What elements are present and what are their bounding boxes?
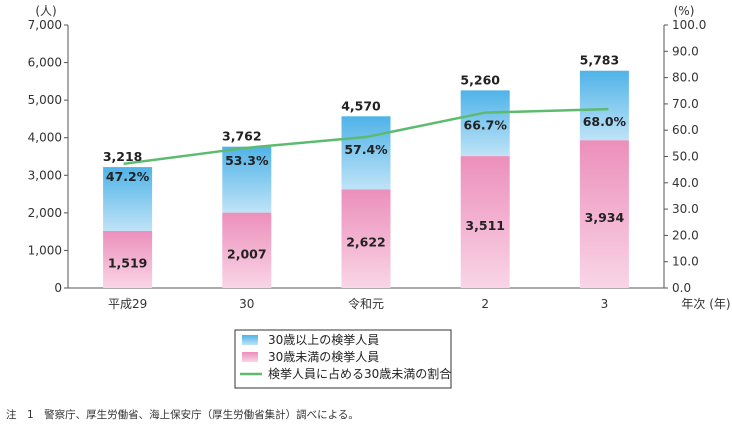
ratio-line <box>123 107 609 166</box>
under30-value-label: 3,511 <box>465 218 505 233</box>
ratio-value-label: 53.3% <box>225 153 269 168</box>
x-tick-label: 令和元 <box>348 296 384 311</box>
legend-label: 30歳以上の検挙人員 <box>268 333 379 347</box>
bar-series <box>103 70 629 288</box>
left-tick-label: 1,000 <box>28 243 62 257</box>
data-labels: 1,519 3,218 47.2% 2,007 3,762 53.3% 2,622 4,570… <box>103 53 627 271</box>
left-tick-label: 5,000 <box>28 93 62 107</box>
x-tick-label: 2 <box>481 297 489 311</box>
source-note: 注 1 警察庁、厚生労働省、海上保安庁（厚生労働省集計）調べによる。 <box>6 409 359 421</box>
right-tick-label: 50.0 <box>672 150 699 164</box>
total-value-label: 4,570 <box>341 98 381 113</box>
bar-under30 <box>341 189 391 288</box>
ratio-value-label: 68.0% <box>583 114 627 129</box>
ratio-value-label: 47.2% <box>106 169 150 184</box>
total-value-label: 3,762 <box>222 129 262 144</box>
right-axis-unit: (%) <box>674 4 695 18</box>
legend-label: 検挙人員に占める30歳未満の割合 <box>268 366 451 381</box>
bar-under30 <box>460 156 510 288</box>
total-value-label: 5,260 <box>460 72 500 87</box>
bar-under30 <box>103 230 153 288</box>
left-tick-label: 0 <box>54 281 62 295</box>
chart-axes: 0 1,000 2,000 3,000 4,000 5,000 6,000 7,000 0.0 1… <box>28 4 731 311</box>
x-tick-label: 30 <box>239 297 254 311</box>
right-tick-label: 70.0 <box>672 97 699 111</box>
bar-over30 <box>579 70 629 141</box>
right-tick-label: 90.0 <box>672 44 699 58</box>
ratio-value-label: 66.7% <box>464 118 508 133</box>
right-tick-label: 30.0 <box>672 202 699 216</box>
total-value-label: 3,218 <box>103 149 143 164</box>
bar-over30 <box>341 116 391 190</box>
legend-label: 30歳未満の検挙人員 <box>268 350 379 364</box>
right-tick-label: 80.0 <box>672 71 699 85</box>
left-tick-label: 2,000 <box>28 206 62 220</box>
under30-value-label: 2,007 <box>227 246 267 261</box>
right-tick-label: 40.0 <box>672 176 699 190</box>
right-tick-label: 60.0 <box>672 123 699 137</box>
right-tick-label: 10.0 <box>672 255 699 269</box>
legend-swatch <box>242 352 258 362</box>
x-axis-label: 年次 (年) <box>681 297 730 311</box>
left-tick-label: 6,000 <box>28 56 62 70</box>
left-tick-label: 3,000 <box>28 168 62 182</box>
legend-box <box>234 329 452 389</box>
right-tick-label: 100.0 <box>672 18 706 32</box>
under30-value-label: 3,934 <box>585 210 625 225</box>
right-tick-label: 20.0 <box>672 228 699 242</box>
right-tick-label: 0.0 <box>672 281 691 295</box>
left-tick-label: 7,000 <box>28 18 62 32</box>
under30-value-label: 1,519 <box>108 255 148 270</box>
left-tick-label: 4,000 <box>28 131 62 145</box>
under30-value-label: 2,622 <box>346 235 386 250</box>
total-value-label: 5,783 <box>580 53 620 68</box>
legend-swatch <box>242 335 258 345</box>
bar-under30 <box>579 140 629 288</box>
x-tick-label: 3 <box>601 297 609 311</box>
bar-over30 <box>222 146 272 213</box>
ratio-line-series <box>123 107 609 166</box>
bar-over30 <box>460 90 510 157</box>
ratio-value-label: 57.4% <box>344 142 388 157</box>
bar-under30 <box>222 212 272 288</box>
x-tick-label: 平成29 <box>108 297 147 311</box>
bar-over30 <box>103 167 153 231</box>
left-axis-unit: (人) <box>35 4 56 18</box>
